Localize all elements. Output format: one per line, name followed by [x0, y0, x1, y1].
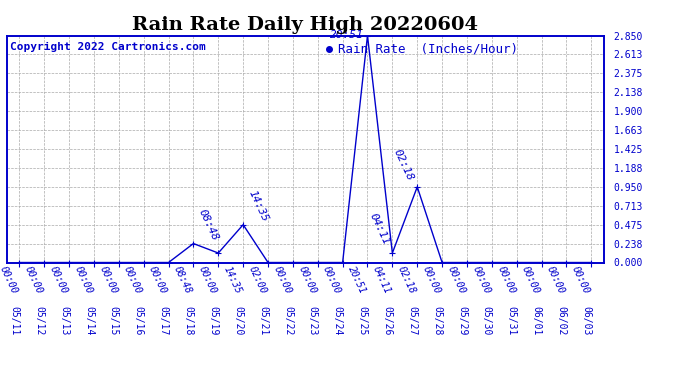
- Text: 04:11: 04:11: [371, 265, 393, 296]
- Text: 00:00: 00:00: [296, 265, 318, 296]
- Text: 05/19: 05/19: [208, 306, 218, 335]
- Text: 05/20: 05/20: [233, 306, 243, 335]
- Text: 05/30: 05/30: [482, 306, 492, 335]
- Text: 08:48: 08:48: [172, 265, 193, 296]
- Text: 05/23: 05/23: [308, 306, 318, 335]
- Text: 02:00: 02:00: [246, 265, 268, 296]
- Text: 05/16: 05/16: [134, 306, 144, 335]
- Text: 05/18: 05/18: [184, 306, 193, 335]
- Text: 05/28: 05/28: [432, 306, 442, 335]
- Text: 05/24: 05/24: [333, 306, 343, 335]
- Text: 08:48: 08:48: [197, 207, 221, 242]
- Text: 06/01: 06/01: [531, 306, 542, 335]
- Text: 00:00: 00:00: [446, 265, 467, 296]
- Text: 00:00: 00:00: [271, 265, 293, 296]
- Text: 05/17: 05/17: [159, 306, 168, 335]
- Text: 00:00: 00:00: [421, 265, 442, 296]
- Text: 20:51: 20:51: [330, 30, 364, 40]
- Text: 02:18: 02:18: [391, 148, 415, 183]
- Text: 00:00: 00:00: [0, 265, 19, 296]
- Text: 00:00: 00:00: [23, 265, 44, 296]
- Text: 00:00: 00:00: [520, 265, 542, 296]
- Text: Copyright 2022 Cartronics.com: Copyright 2022 Cartronics.com: [10, 42, 206, 52]
- Text: 00:00: 00:00: [197, 265, 218, 296]
- Text: 00:00: 00:00: [495, 265, 517, 296]
- Text: 06/03: 06/03: [581, 306, 591, 335]
- Title: Rain Rate Daily High 20220604: Rain Rate Daily High 20220604: [132, 16, 478, 34]
- Text: 00:00: 00:00: [471, 265, 492, 296]
- Text: 05/13: 05/13: [59, 306, 69, 335]
- Text: 14:35: 14:35: [221, 265, 243, 296]
- Text: 05/12: 05/12: [34, 306, 44, 335]
- Text: 02:18: 02:18: [396, 265, 417, 296]
- Text: 05/14: 05/14: [84, 306, 94, 335]
- Text: 00:00: 00:00: [48, 265, 69, 296]
- Text: 05/11: 05/11: [10, 306, 19, 335]
- Text: 04:11: 04:11: [368, 212, 391, 247]
- Text: 00:00: 00:00: [72, 265, 94, 296]
- Text: 05/31: 05/31: [506, 306, 517, 335]
- Text: 05/22: 05/22: [283, 306, 293, 335]
- Text: 00:00: 00:00: [122, 265, 144, 296]
- Text: 05/15: 05/15: [109, 306, 119, 335]
- Text: 05/27: 05/27: [407, 306, 417, 335]
- Text: 00:00: 00:00: [321, 265, 343, 296]
- Text: 05/25: 05/25: [357, 306, 368, 335]
- Text: 20:51: 20:51: [346, 265, 368, 296]
- Text: 06/02: 06/02: [556, 306, 566, 335]
- Text: 05/26: 05/26: [382, 306, 393, 335]
- Text: 00:00: 00:00: [570, 265, 591, 296]
- Text: 00:00: 00:00: [545, 265, 566, 296]
- Text: Rain Rate  (Inches/Hour): Rain Rate (Inches/Hour): [338, 42, 518, 56]
- Text: 05/21: 05/21: [258, 306, 268, 335]
- Text: 00:00: 00:00: [97, 265, 119, 296]
- Text: 14:35: 14:35: [247, 188, 270, 223]
- Text: 00:00: 00:00: [147, 265, 168, 296]
- Text: 05/29: 05/29: [457, 306, 467, 335]
